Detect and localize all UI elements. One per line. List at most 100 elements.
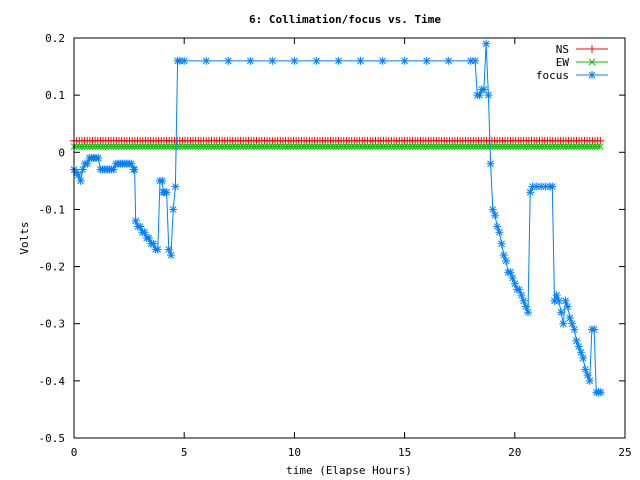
data-point [276, 143, 284, 150]
data-point [493, 222, 502, 231]
data-point [162, 188, 171, 197]
data-point [499, 143, 506, 150]
data-point [406, 143, 414, 150]
series-ns [70, 136, 605, 145]
data-point [538, 143, 546, 150]
data-point [76, 176, 85, 185]
data-point [565, 143, 572, 150]
data-point [380, 143, 387, 150]
data-point [202, 143, 210, 150]
data-point [372, 143, 379, 150]
data-point [390, 143, 398, 150]
data-point [97, 143, 104, 150]
chart-title: 6: Collimation/focus vs. Time [249, 13, 441, 26]
data-point [484, 91, 493, 100]
data-point [231, 143, 239, 150]
data-point [377, 143, 385, 150]
plot-series [70, 39, 605, 397]
x-axis-label: time (Elapse Hours) [286, 464, 412, 477]
data-point [501, 256, 510, 265]
series-ew [70, 143, 604, 150]
data-point [427, 143, 435, 150]
data-point [149, 239, 158, 248]
data-point [588, 45, 596, 53]
plot-frame [73, 37, 626, 439]
data-point [131, 143, 139, 150]
data-point [268, 56, 277, 65]
data-point [157, 143, 165, 150]
data-point [75, 143, 83, 150]
data-point [493, 143, 501, 150]
data-point [94, 154, 103, 162]
data-point [292, 143, 300, 150]
data-point [149, 143, 157, 150]
data-point [158, 176, 167, 185]
data-point [316, 143, 324, 150]
data-point [506, 268, 515, 277]
data-point [255, 143, 263, 150]
data-point [130, 165, 139, 174]
data-point [181, 143, 189, 150]
data-point [544, 143, 551, 150]
data-point [142, 143, 149, 150]
data-point [581, 365, 590, 374]
data-point [541, 143, 549, 150]
data-point [118, 143, 125, 150]
data-point [334, 56, 343, 65]
data-point [298, 143, 305, 150]
data-point [239, 143, 247, 150]
data-point [536, 143, 543, 150]
data-point [91, 143, 99, 150]
data-point [467, 143, 475, 150]
data-point [444, 56, 453, 65]
data-point [575, 143, 583, 150]
data-point [395, 143, 403, 150]
data-point [515, 285, 524, 294]
data-point [565, 314, 574, 322]
data-point [477, 143, 485, 150]
data-point [485, 143, 493, 150]
data-point [548, 182, 557, 191]
data-point [570, 325, 579, 334]
data-point [526, 188, 535, 197]
data-point [99, 143, 107, 150]
data-point [579, 354, 588, 362]
data-point [192, 143, 200, 150]
data-point [213, 143, 221, 150]
data-point [164, 245, 173, 254]
data-point [308, 143, 316, 150]
data-point [525, 143, 533, 150]
data-point [187, 143, 194, 150]
data-point [210, 143, 218, 150]
data-point [205, 143, 213, 150]
x-tick-label: 5 [181, 446, 188, 459]
y-tick-label: -0.1 [39, 203, 66, 216]
data-point [596, 143, 604, 150]
data-point [144, 143, 152, 150]
data-point [224, 56, 233, 65]
data-point [464, 143, 472, 150]
data-point [438, 143, 445, 150]
legend-label-focus: focus [536, 69, 569, 82]
data-point [290, 56, 299, 65]
data-point [573, 143, 580, 150]
data-point [549, 143, 557, 150]
data-point [163, 143, 170, 150]
data-point [335, 143, 342, 150]
data-point [94, 143, 102, 150]
data-point [246, 56, 255, 65]
data-point [110, 143, 118, 150]
data-point [284, 143, 292, 150]
data-point [417, 143, 424, 150]
data-point [409, 143, 416, 150]
data-point [422, 56, 431, 65]
data-point [147, 143, 155, 150]
data-point [81, 143, 88, 150]
data-point [208, 143, 215, 150]
data-point [234, 143, 242, 150]
data-point [321, 143, 329, 150]
data-point [126, 143, 133, 150]
data-point [524, 308, 533, 317]
y-tick-label: 0 [58, 146, 65, 159]
